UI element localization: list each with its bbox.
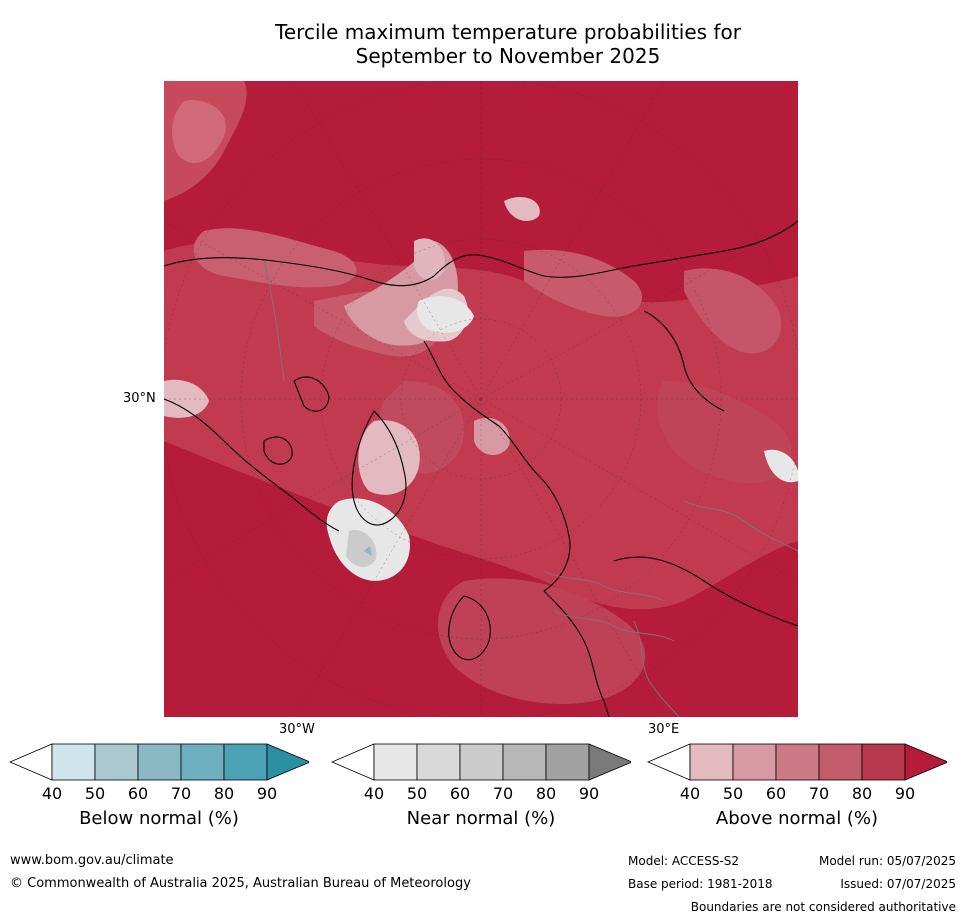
footer-copyright: © Commonwealth of Australia 2025, Austra…: [10, 876, 471, 891]
graticule: [164, 81, 798, 717]
political-boundaries: [263, 260, 798, 717]
colorbar-below: 40 50 60 70 80 90 Below normal (%): [8, 743, 312, 829]
colorbar-near-lower-extension: [330, 743, 375, 781]
colorbar-near-tick-label: 60: [449, 784, 471, 803]
colorbar-near-upper-extension: [588, 743, 634, 781]
colorbar-near: 40 50 60 70 80 90 Near normal (%): [330, 743, 634, 829]
lon-tick-label-west: 30°W: [279, 722, 315, 737]
footer-disclaimer: Boundaries are not considered authoritat…: [690, 900, 956, 914]
colorbar-below-bin-40: [51, 743, 96, 781]
footer-model: Model: ACCESS-S2: [628, 854, 740, 868]
lon-tick-label-east: 30°E: [648, 722, 680, 737]
title-line-1: Tercile maximum temperature probabilitie…: [275, 20, 741, 44]
footer-model-run: Model run: 05/07/2025: [818, 854, 956, 868]
chart-title: Tercile maximum temperature probabilitie…: [0, 20, 965, 68]
colorbar-below-swatches: [8, 743, 312, 781]
colorbar-above-tick-label: 90: [894, 784, 916, 803]
colorbar-above-label: Above normal (%): [715, 808, 879, 829]
colorbar-above-tick-label: 60: [765, 784, 787, 803]
colorbar-above-ticks: 40 50 60 70 80 90: [647, 784, 947, 803]
lat-tick-label: 30°N: [123, 391, 156, 406]
colorbar-near-label: Near normal (%): [406, 808, 556, 829]
colorbar-near-bin-50: [416, 743, 461, 781]
colorbar-below-bin-60: [137, 743, 182, 781]
colorbar-near-tick-label: 80: [535, 784, 557, 803]
colorbar-below-bin-70: [180, 743, 225, 781]
colorbar-below-tick-label: 70: [170, 784, 192, 803]
colorbar-above-tick-label: 70: [808, 784, 830, 803]
probability-map: [164, 81, 798, 717]
footer-base-period: Base period: 1981-2018: [628, 877, 773, 891]
colorbar-above-tick-label: 50: [722, 784, 744, 803]
colorbar-near-bin-70: [502, 743, 547, 781]
colorbar-below-tick-label: 50: [84, 784, 106, 803]
colorbar-below-tick-label: 90: [256, 784, 278, 803]
colorbar-near-tick-label: 40: [363, 784, 385, 803]
colorbar-below-bin-80: [223, 743, 268, 781]
colorbar-below-upper-extension: [266, 743, 312, 781]
colorbar-below-ticks: 40 50 60 70 80 90: [9, 784, 309, 803]
colorbar-below-tick-label: 60: [127, 784, 149, 803]
colorbar-above-tick-label: 40: [679, 784, 701, 803]
colorbar-above-bin-70: [818, 743, 863, 781]
colorbar-above-bin-40: [689, 743, 734, 781]
colorbar-below-tick-label: 80: [213, 784, 235, 803]
colorbar-above-tick-label: 80: [851, 784, 873, 803]
colorbar-near-tick-label: 90: [578, 784, 600, 803]
map-panel: [164, 81, 798, 717]
colorbar-below-bin-50: [94, 743, 139, 781]
footer-issued: Issued: 07/07/2025: [840, 877, 956, 891]
colorbar-above-bin-80: [861, 743, 906, 781]
colorbar-near-tick-label: 50: [406, 784, 428, 803]
colorbar-above-bin-50: [732, 743, 777, 781]
colorbar-near-ticks: 40 50 60 70 80 90: [331, 784, 631, 803]
colorbar-near-bin-40: [373, 743, 418, 781]
near-normal-shading: [164, 196, 798, 581]
colorbar-above-bin-60: [775, 743, 820, 781]
title-line-2: September to November 2025: [355, 44, 661, 68]
colorbar-above: 40 50 60 70 80 90 Above normal (%): [646, 743, 950, 829]
colorbar-below-tick-label: 40: [41, 784, 63, 803]
colorbar-near-bin-80: [545, 743, 590, 781]
coastlines: [164, 220, 798, 717]
colorbar-below-label: Below normal (%): [79, 808, 239, 829]
colorbar-near-tick-label: 70: [492, 784, 514, 803]
colorbar-near-bin-60: [459, 743, 504, 781]
colorbar-below-lower-extension: [8, 743, 53, 781]
colorbar-above-upper-extension: [904, 743, 950, 781]
colorbar-near-swatches: [330, 743, 634, 781]
colorbar-above-swatches: [646, 743, 950, 781]
footer-website: www.bom.gov.au/climate: [10, 853, 174, 868]
colorbar-above-lower-extension: [646, 743, 691, 781]
